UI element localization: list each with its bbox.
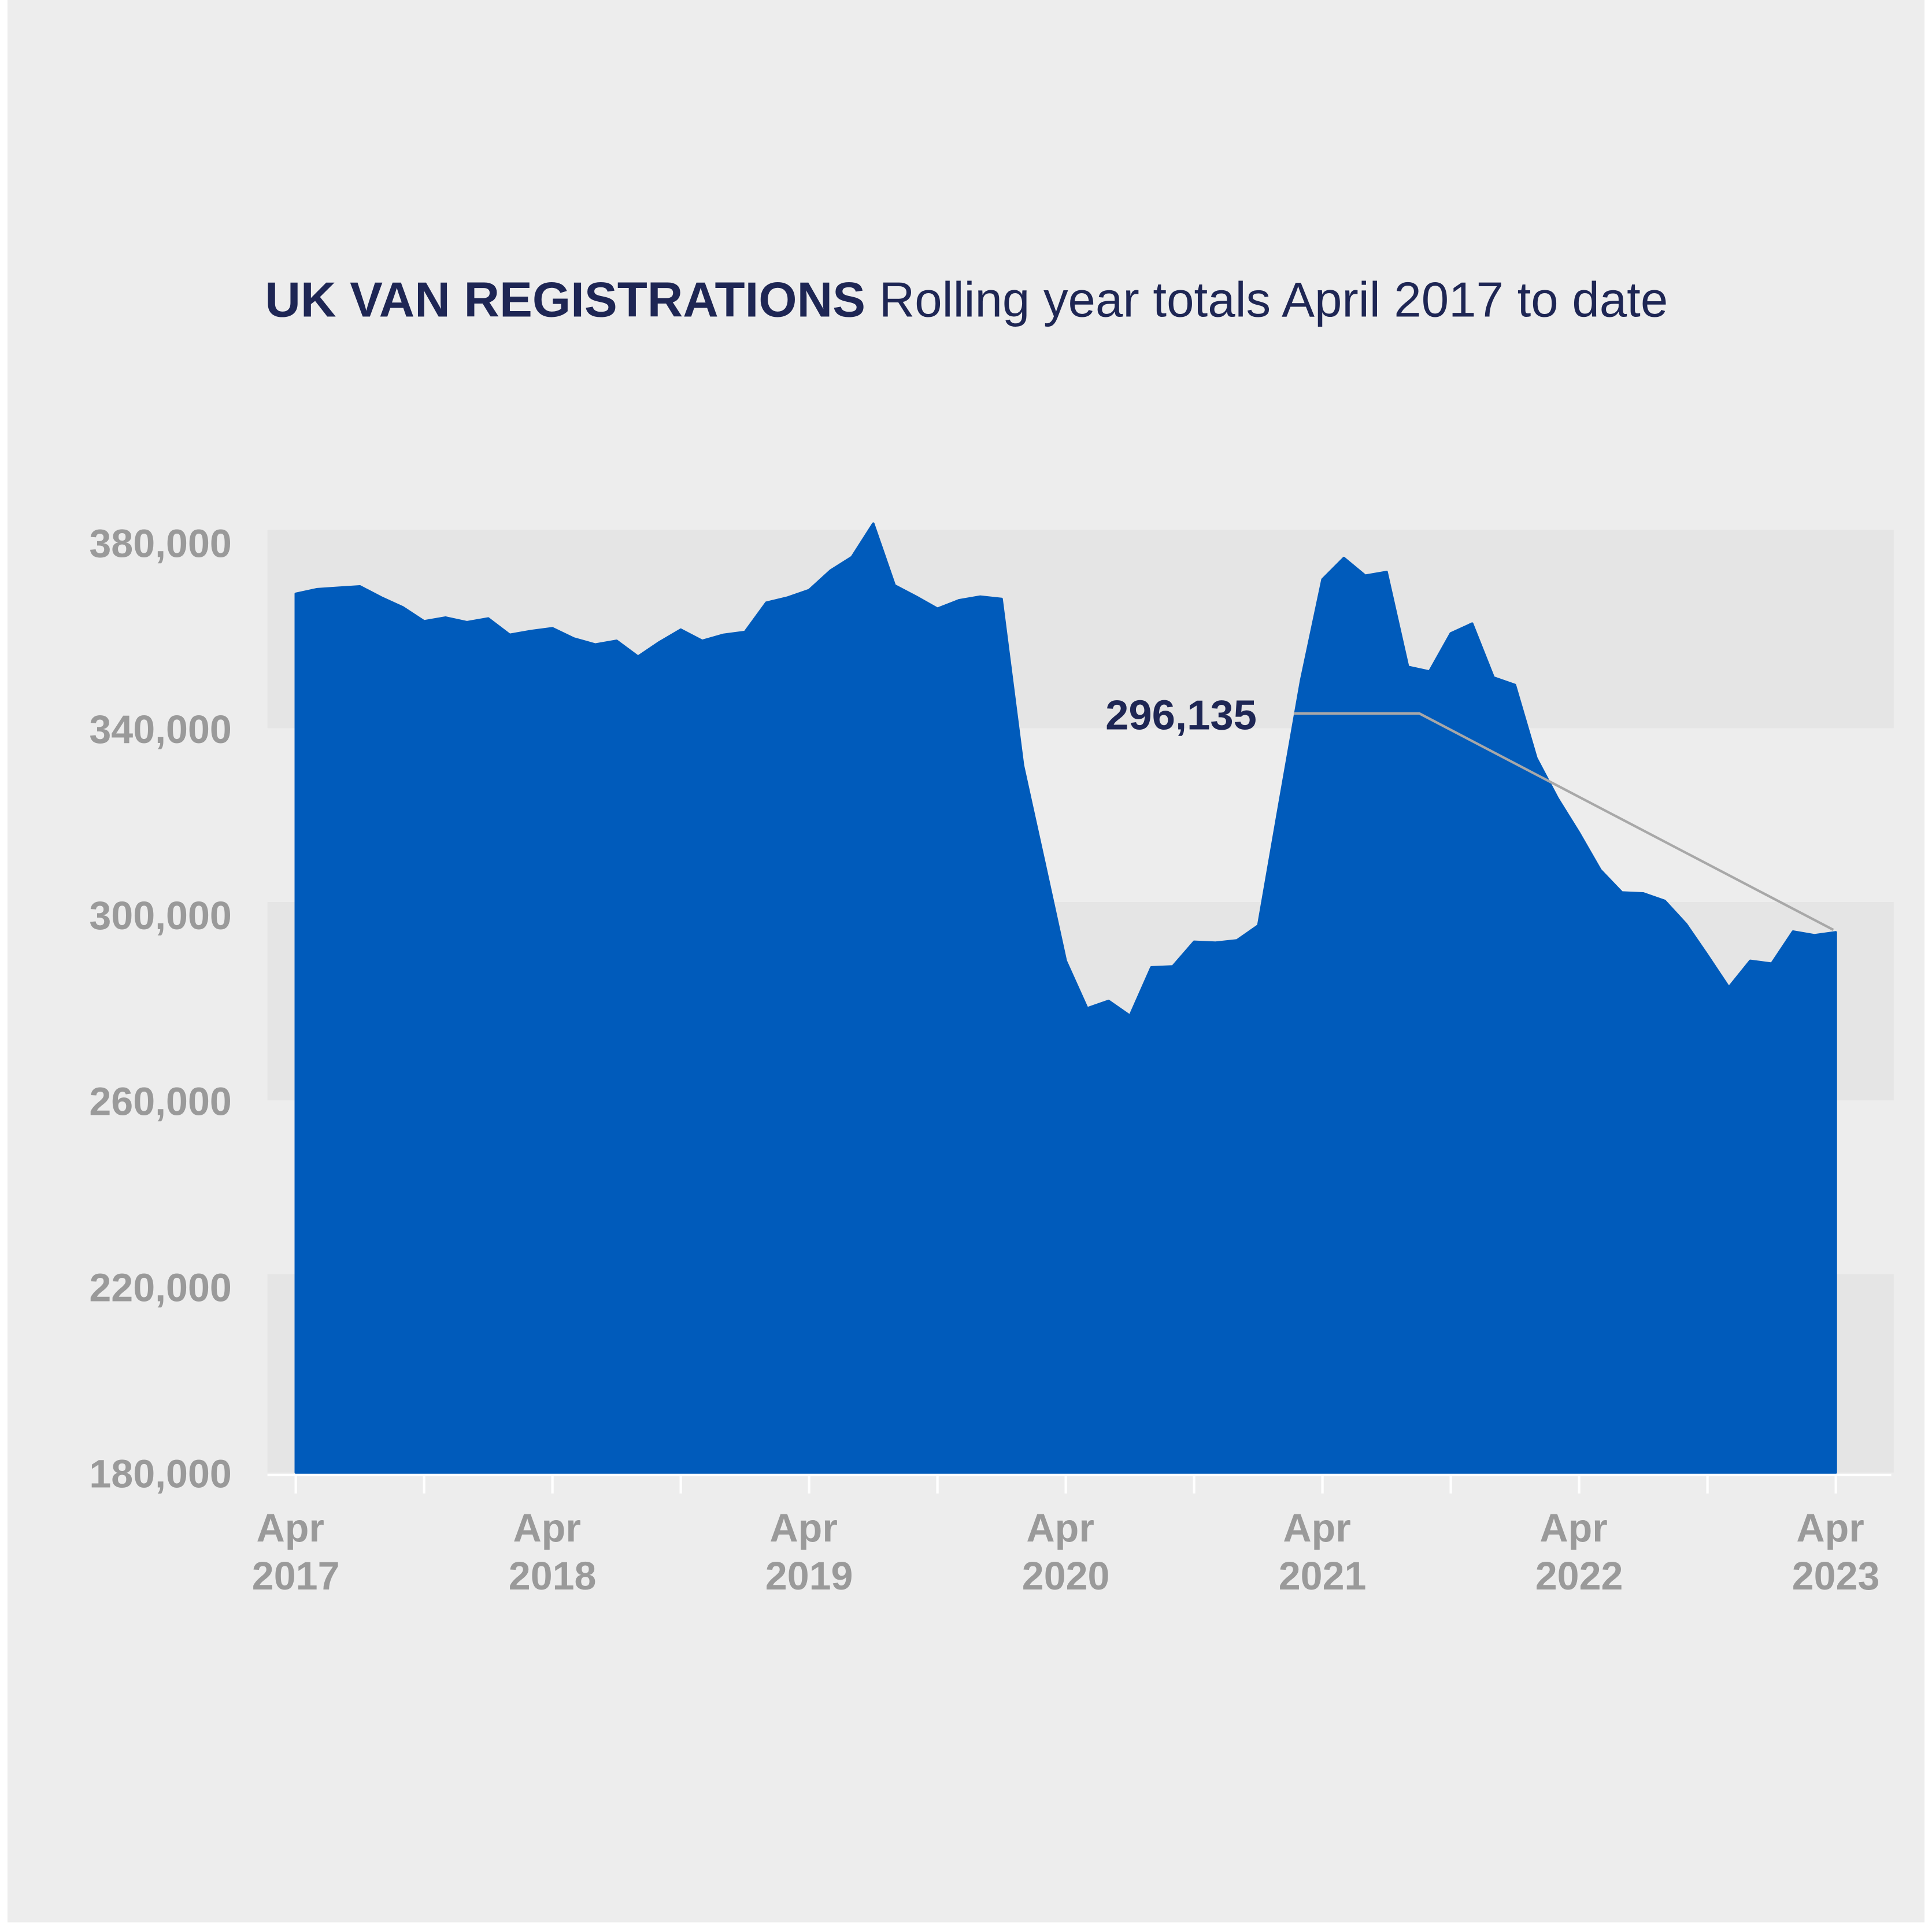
x-tick-label: Apr 2022 bbox=[1535, 1506, 1623, 1598]
x-tick-label: Apr 2017 bbox=[252, 1506, 340, 1598]
x-tick-label: Apr 2020 bbox=[1022, 1506, 1110, 1598]
chart-title: UK VAN REGISTRATIONS bbox=[265, 273, 865, 328]
y-tick-label: 380,000 bbox=[89, 522, 231, 565]
area bbox=[294, 522, 1837, 1474]
y-tick-label: 220,000 bbox=[89, 1266, 231, 1310]
y-tick-label: 260,000 bbox=[89, 1080, 231, 1124]
x-tick-label: Apr 2021 bbox=[1279, 1506, 1367, 1598]
x-tick-label: Apr 2018 bbox=[509, 1506, 597, 1598]
x-tick-label: Apr 2023 bbox=[1792, 1506, 1880, 1598]
leader-line bbox=[1293, 712, 1834, 931]
y-tick-label: 300,000 bbox=[89, 894, 231, 938]
x-tick-label: Apr 2019 bbox=[765, 1506, 853, 1598]
y-tick-label: 180,000 bbox=[89, 1452, 231, 1496]
data-label: 296,135 bbox=[1105, 692, 1257, 739]
y-tick-label: 340,000 bbox=[89, 708, 231, 752]
chart-subtitle: Rolling year totals April 2017 to date bbox=[879, 273, 1668, 328]
chart-heading: UK VAN REGISTRATIONS Rolling year totals… bbox=[265, 273, 1668, 328]
